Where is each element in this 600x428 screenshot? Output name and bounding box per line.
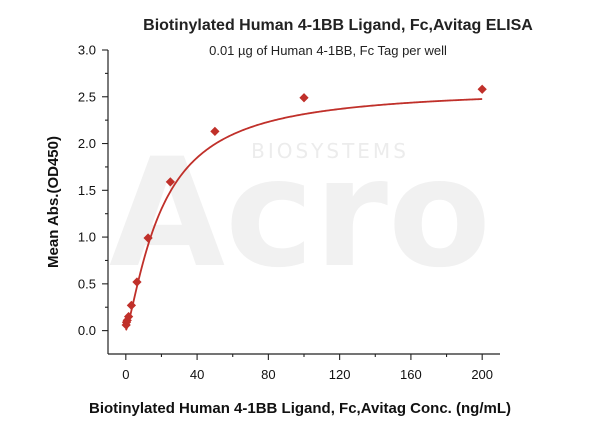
- watermark-logo-text: Acro: [109, 127, 491, 301]
- x-axis-label: Biotinylated Human 4-1BB Ligand, Fc,Avit…: [89, 400, 511, 417]
- fit-curve: [125, 98, 483, 331]
- data-point: [132, 277, 142, 287]
- x-tick-label: 120: [329, 367, 351, 382]
- data-point: [477, 84, 487, 94]
- data-point: [299, 93, 309, 103]
- y-tick-label: 3.0: [78, 43, 96, 58]
- chart-subtitle: 0.01 µg of Human 4-1BB, Fc Tag per well: [209, 43, 447, 58]
- data-points: [121, 84, 487, 330]
- y-tick-label: 2.0: [78, 136, 96, 151]
- data-point: [143, 233, 153, 243]
- chart-title: Biotinylated Human 4-1BB Ligand, Fc,Avit…: [143, 17, 533, 34]
- y-tick-label: 2.5: [78, 89, 96, 104]
- x-tick-label: 160: [400, 367, 422, 382]
- watermark-subtext: BIOSYSTEMS: [251, 139, 409, 163]
- y-tick-label: 1.5: [78, 183, 96, 198]
- y-tick-label: 0.5: [78, 276, 96, 291]
- x-axis-ticks: 0 40 80 120 160 200: [122, 354, 493, 382]
- x-tick-label: 80: [261, 367, 275, 382]
- watermark: Acro BIOSYSTEMS: [109, 127, 491, 301]
- data-point: [123, 311, 134, 322]
- y-tick-label: 1.0: [78, 230, 96, 245]
- x-tick-label: 0: [122, 367, 129, 382]
- data-point: [126, 300, 137, 310]
- y-axis-ticks: 0.0 0.5 1.0 1.5 2.0 2.5 3.0: [78, 43, 108, 338]
- data-point: [165, 177, 175, 187]
- y-axis-label: Mean Abs.(OD450): [45, 136, 62, 268]
- x-tick-label: 200: [471, 367, 493, 382]
- x-tick-label: 40: [190, 367, 204, 382]
- y-tick-label: 0.0: [78, 323, 96, 338]
- data-point: [210, 126, 220, 137]
